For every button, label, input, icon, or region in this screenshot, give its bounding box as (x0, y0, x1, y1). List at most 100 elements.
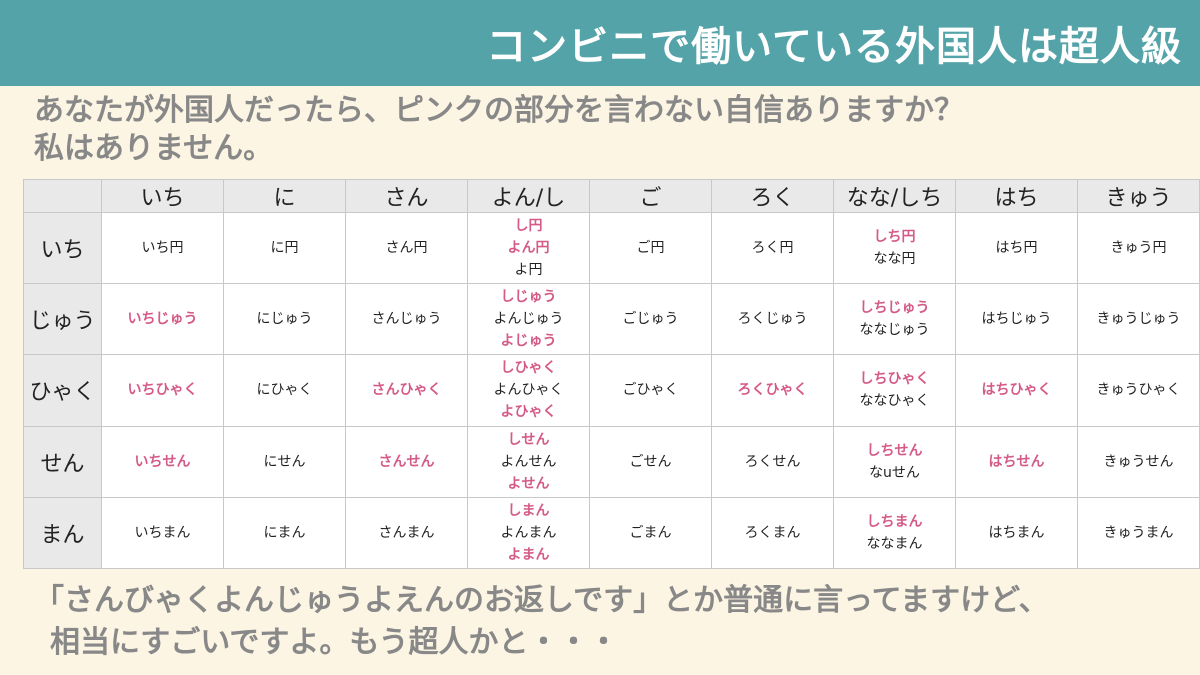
reading: いち円 (141, 240, 184, 257)
table-header-row: いちにさん よん/しごろく なな/しち はち きゅう (23, 179, 1200, 213)
table-cell: はちじゅう (955, 283, 1078, 356)
reading-highlighted: しち円 (873, 229, 916, 246)
table-cell: しひゃく よんひゃく よひゃく (467, 354, 590, 427)
table-cell: さんひゃく (345, 354, 468, 427)
reading-highlighted: よせん (507, 475, 550, 492)
column-header: はち (955, 179, 1078, 213)
table-cell: ろくまん (711, 496, 834, 570)
table-cell: ろくせん (711, 425, 834, 498)
outro-line-2: 相当にすごいですよ。もう超人かと・・・ (50, 625, 619, 660)
reading: ろくじゅう (737, 311, 808, 328)
reading: はちじゅう (981, 311, 1052, 328)
table-cell: きゅうじゅう (1077, 283, 1200, 356)
table-cell: はちせん (955, 425, 1078, 498)
column-header: に (223, 179, 346, 213)
reading: いちまん (134, 524, 191, 541)
table-cell: ごじゅう (589, 283, 712, 356)
page-title: コンビニで働いている外国人は超人級 (486, 24, 1182, 70)
intro-line-2: 私はありません。 (34, 131, 274, 166)
table-cell: にせん (223, 425, 346, 498)
column-header: いち (101, 179, 224, 213)
table-cell: きゅうせん (1077, 425, 1200, 498)
table-cell: しせん よんせん よせん (467, 425, 590, 498)
reading: はち円 (995, 240, 1038, 257)
reading: に円 (270, 240, 299, 257)
table-cell: はち円 (955, 211, 1078, 285)
table-cell: ろくじゅう (711, 283, 834, 356)
reading: よんひゃく (493, 382, 564, 399)
table-cell: しじゅう よんじゅう よじゅう (467, 283, 590, 356)
reading-highlighted: しちまん (866, 513, 923, 530)
reading-highlighted: しひゃく (500, 360, 557, 377)
table-cell: ごまん (589, 496, 712, 570)
reading: ななひゃく (859, 393, 930, 410)
reading: きゅうせん (1103, 453, 1174, 470)
reading: ななじゅう (859, 322, 930, 339)
reading: ごまん (629, 524, 672, 541)
reading-highlighted: はちせん (988, 453, 1045, 470)
table-cell: にひゃく (223, 354, 346, 427)
reading-highlighted: はちひゃく (981, 382, 1052, 399)
table-cell: しちせん なuせん (833, 425, 956, 498)
reading: きゅうひゃく (1096, 382, 1181, 399)
table-cell: いちせん (101, 425, 224, 498)
reading: ごせん (629, 453, 672, 470)
table-cell: さんまん (345, 496, 468, 570)
table-cell: ごひゃく (589, 354, 712, 427)
reading-highlighted: いちせん (134, 453, 191, 470)
table-cell: しちじゅうななじゅう (833, 283, 956, 356)
reading-highlighted: よじゅう (500, 333, 557, 350)
table-cell: ごせん (589, 425, 712, 498)
reading: ななまん (866, 535, 923, 552)
reading: よんじゅう (493, 311, 564, 328)
reading: よんまん (500, 524, 557, 541)
reading-highlighted: しまん (507, 502, 550, 519)
reading-highlighted: いちじゅう (127, 311, 198, 328)
table-row: せん いちせん にせん さんせん しせん よんせん よせん ごせん ろくせん しちせん なuせん はち… (23, 425, 1200, 498)
reading: きゅうじゅう (1096, 311, 1181, 328)
reading-highlighted: し円 (514, 218, 543, 235)
outro-line-1: 「さんびゃくよんじゅうよえんのお返しです」とか普通に言ってますけど、 (34, 583, 1049, 618)
intro-text: あなたが外国人だったら、ピンクの部分を言わない自信ありますか？ 私はありません。 (34, 92, 1184, 168)
column-header: よん/し (467, 179, 590, 213)
table-cell: いち円 (101, 211, 224, 285)
row-header: まん (23, 496, 102, 570)
table-row: まん いちまん にまん さんまん しまん よんまん よまん ごまん ろくまん しちまん ななまん はち… (23, 496, 1200, 570)
table-cell: きゅうひゃく (1077, 354, 1200, 427)
reading-highlighted: いちひゃく (127, 382, 198, 399)
table-cell: しち円 なな円 (833, 211, 956, 285)
reading: ごじゅう (622, 311, 679, 328)
table-cell: さんせん (345, 425, 468, 498)
reading: きゅう円 (1110, 240, 1167, 257)
table-cell: ご円 (589, 211, 712, 285)
reading: なな円 (873, 251, 916, 268)
column-header: ご (589, 179, 712, 213)
reading: ごひゃく (622, 382, 679, 399)
reading: にひゃく (256, 382, 313, 399)
column-header: きゅう (1077, 179, 1200, 213)
reading: ろく円 (751, 240, 794, 257)
column-header: さん (345, 179, 468, 213)
row-header: いち (23, 211, 102, 285)
reading-highlighted: しちひゃく (859, 371, 930, 388)
table-cell: しまん よんまん よまん (467, 496, 590, 570)
table-cell: いちまん (101, 496, 224, 570)
table-cell: いちひゃく (101, 354, 224, 427)
reading-highlighted: さんせん (378, 453, 435, 470)
intro-line-1: あなたが外国人だったら、ピンクの部分を言わない自信ありますか？ (34, 93, 964, 128)
reading: さん円 (385, 240, 428, 257)
column-header: なな/しち (833, 179, 956, 213)
reading: よ円 (514, 262, 543, 279)
row-header: せん (23, 425, 102, 498)
table-cell: さん円 (345, 211, 468, 285)
row-header: ひゃく (23, 354, 102, 427)
reading: にまん (263, 524, 306, 541)
reading-highlighted: しちじゅう (859, 300, 930, 317)
table-cell: しちひゃくななひゃく (833, 354, 956, 427)
table-row: ひゃく いちひゃく にひゃく さんひゃく しひゃく よんひゃく よひゃく ごひゃく ろくひゃく し… (23, 354, 1200, 427)
reading: ろくせん (744, 453, 801, 470)
table-cell: いちじゅう (101, 283, 224, 356)
table-row: じゅう いちじゅう にじゅう さんじゅう しじゅう よんじゅう よじゅう ごじゅう ろくじゅう し… (23, 283, 1200, 356)
table-corner-cell (23, 179, 102, 213)
table-row: いち いち円 に円 さん円 し円 よん円 よ円 ご円 ろく円 しち円 なな円 はち円 きゅう円 (23, 211, 1200, 285)
